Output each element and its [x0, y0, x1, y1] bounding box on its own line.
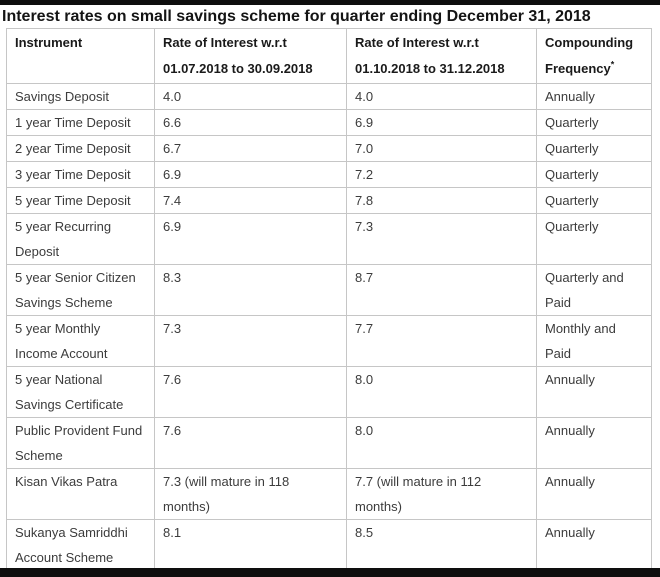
header-label-line2: 01.10.2018 to 31.12.2018 — [355, 61, 505, 76]
table-row: Sukanya Samriddhi Account Scheme 8.1 8.5… — [6, 519, 652, 571]
cell-rate-q4: 7.7 (will mature in 112 months) — [346, 468, 537, 520]
col-header-compounding: Compounding Frequency* — [536, 28, 652, 84]
cell-rate-q3: 4.0 — [154, 83, 347, 110]
cell-rate-q3: 7.4 — [154, 187, 347, 214]
cell-compounding: Annually — [536, 417, 652, 469]
cell-rate-q4: 8.0 — [346, 417, 537, 469]
cell-instrument: 5 year Monthly Income Account — [6, 315, 155, 367]
cell-rate-q3: 7.6 — [154, 366, 347, 418]
cell-rate-q4: 4.0 — [346, 83, 537, 110]
table-row: Kisan Vikas Patra 7.3 (will mature in 11… — [6, 468, 652, 520]
cell-rate-q4: 6.9 — [346, 109, 537, 136]
cell-rate-q4: 8.0 — [346, 366, 537, 418]
header-row: Instrument Rate of Interest w.r.t 01.07.… — [6, 28, 652, 84]
top-frame-bar — [0, 0, 660, 5]
interest-rates-table: Instrument Rate of Interest w.r.t 01.07.… — [6, 28, 652, 571]
table-row: 5 year Senior Citizen Savings Scheme 8.3… — [6, 264, 652, 316]
bottom-frame-bar — [0, 568, 660, 577]
cell-instrument: Sukanya Samriddhi Account Scheme — [6, 519, 155, 571]
header-label-line1: Compounding — [545, 35, 634, 50]
col-header-instrument: Instrument — [6, 28, 155, 84]
header-label-line2: 01.07.2018 to 30.09.2018 — [163, 61, 313, 76]
cell-instrument: Savings Deposit — [6, 83, 155, 110]
cell-compounding: Quarterly — [536, 109, 652, 136]
cell-instrument: 5 year National Savings Certificate — [6, 366, 155, 418]
header-label-line2: Frequency* — [545, 56, 643, 82]
cell-rate-q4: 7.2 — [346, 161, 537, 188]
cell-rate-q3: 6.6 — [154, 109, 347, 136]
col-header-rate-q3: Rate of Interest w.r.t 01.07.2018 to 30.… — [154, 28, 347, 84]
cell-compounding: Monthly and Paid — [536, 315, 652, 367]
cell-compounding: Annually — [536, 366, 652, 418]
table-row: 5 year Recurring Deposit 6.9 7.3 Quarter… — [6, 213, 652, 265]
table-row: Savings Deposit 4.0 4.0 Annually — [6, 83, 652, 110]
cell-compounding: Quarterly — [536, 135, 652, 162]
cell-compounding: Quarterly — [536, 213, 652, 265]
table-row: 2 year Time Deposit 6.7 7.0 Quarterly — [6, 135, 652, 162]
cell-rate-q3: 8.1 — [154, 519, 347, 571]
table-row: 1 year Time Deposit 6.6 6.9 Quarterly — [6, 109, 652, 136]
cell-instrument: 5 year Senior Citizen Savings Scheme — [6, 264, 155, 316]
cell-rate-q3: 6.9 — [154, 161, 347, 188]
cell-compounding: Quarterly — [536, 161, 652, 188]
cell-instrument: Public Provident Fund Scheme — [6, 417, 155, 469]
cell-rate-q3: 7.6 — [154, 417, 347, 469]
cell-instrument: 5 year Recurring Deposit — [6, 213, 155, 265]
page-title: Interest rates on small savings scheme f… — [2, 8, 591, 25]
cell-rate-q3: 8.3 — [154, 264, 347, 316]
cell-rate-q4: 7.3 — [346, 213, 537, 265]
cell-rate-q3: 6.9 — [154, 213, 347, 265]
cell-rate-q3: 7.3 (will mature in 118 months) — [154, 468, 347, 520]
cell-instrument: 3 year Time Deposit — [6, 161, 155, 188]
cell-rate-q4: 8.5 — [346, 519, 537, 571]
cell-instrument: 2 year Time Deposit — [6, 135, 155, 162]
header-label-line1: Rate of Interest w.r.t — [355, 35, 479, 50]
cell-instrument: Kisan Vikas Patra — [6, 468, 155, 520]
cell-rate-q3: 7.3 — [154, 315, 347, 367]
table-row: 3 year Time Deposit 6.9 7.2 Quarterly — [6, 161, 652, 188]
cell-compounding: Annually — [536, 519, 652, 571]
header-label-line1: Rate of Interest w.r.t — [163, 35, 287, 50]
table-row: 5 year National Savings Certificate 7.6 … — [6, 366, 652, 418]
cell-compounding: Annually — [536, 468, 652, 520]
cell-instrument: 1 year Time Deposit — [6, 109, 155, 136]
col-header-rate-q4: Rate of Interest w.r.t 01.10.2018 to 31.… — [346, 28, 537, 84]
cell-rate-q4: 7.7 — [346, 315, 537, 367]
cell-compounding: Quarterly — [536, 187, 652, 214]
cell-compounding: Annually — [536, 83, 652, 110]
table-row: 5 year Time Deposit 7.4 7.8 Quarterly — [6, 187, 652, 214]
cell-rate-q4: 7.0 — [346, 135, 537, 162]
cell-rate-q4: 8.7 — [346, 264, 537, 316]
table-row: 5 year Monthly Income Account 7.3 7.7 Mo… — [6, 315, 652, 367]
table-row: Public Provident Fund Scheme 7.6 8.0 Ann… — [6, 417, 652, 469]
cell-rate-q4: 7.8 — [346, 187, 537, 214]
table-header: Instrument Rate of Interest w.r.t 01.07.… — [6, 28, 652, 84]
cell-rate-q3: 6.7 — [154, 135, 347, 162]
cell-compounding: Quarterly and Paid — [536, 264, 652, 316]
footnote-asterisk: * — [610, 59, 615, 70]
header-label-line2-text: Frequency — [545, 61, 611, 76]
cell-instrument: 5 year Time Deposit — [6, 187, 155, 214]
header-label: Instrument — [15, 35, 83, 50]
table-body: Savings Deposit 4.0 4.0 Annually 1 year … — [6, 83, 652, 571]
